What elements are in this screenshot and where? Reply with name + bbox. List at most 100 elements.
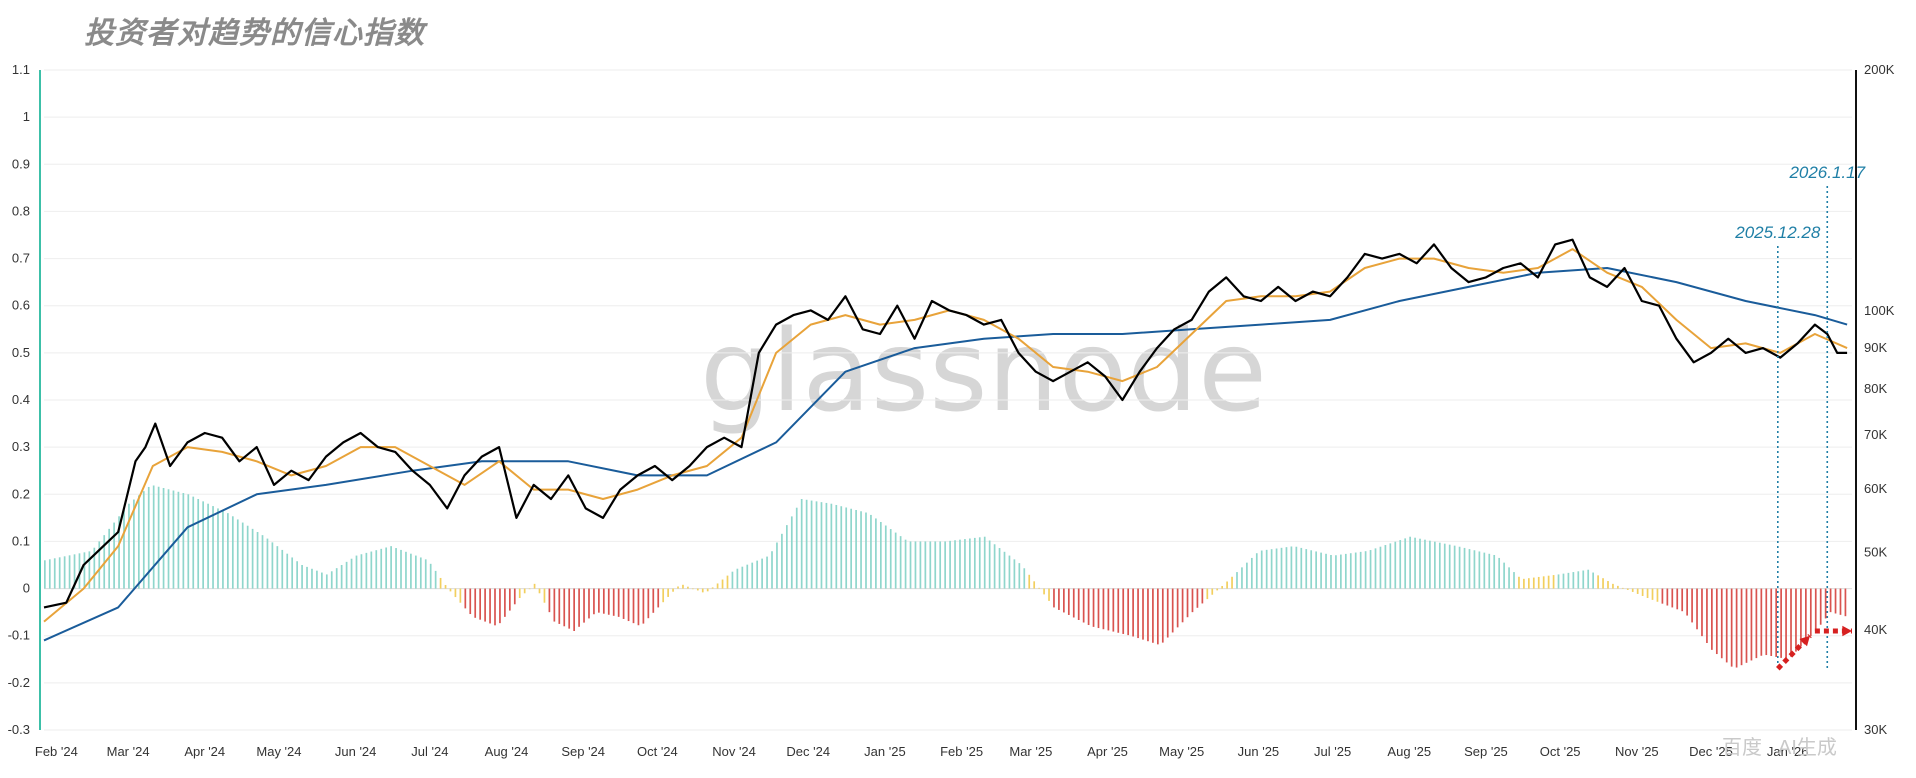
histogram-bar xyxy=(405,551,407,589)
histogram-bar xyxy=(271,542,274,589)
histogram-bar xyxy=(350,558,353,589)
x-tick-label: Jul '24 xyxy=(411,744,448,759)
histogram-bar xyxy=(1819,588,1822,625)
histogram-bar xyxy=(978,537,981,589)
histogram-bar xyxy=(147,486,150,589)
histogram-bar xyxy=(385,547,388,589)
histogram-bar xyxy=(489,588,491,624)
histogram-bar xyxy=(899,536,902,589)
histogram-bar xyxy=(815,501,818,589)
histogram-bar xyxy=(726,575,729,589)
histogram-bar xyxy=(1805,588,1807,642)
histogram-bar xyxy=(785,525,788,589)
histogram-bars xyxy=(44,485,1847,668)
histogram-bar xyxy=(1221,586,1224,589)
y-left-tick-label: 0.9 xyxy=(12,156,30,171)
histogram-bar xyxy=(1280,547,1283,589)
histogram-bar xyxy=(375,550,378,589)
histogram-bar xyxy=(1379,546,1382,589)
histogram-bar xyxy=(662,588,665,603)
histogram-bar xyxy=(1800,588,1802,647)
histogram-bar xyxy=(345,561,348,589)
histogram-bar xyxy=(187,494,190,589)
y-left-tick-label: -0.1 xyxy=(8,628,30,643)
trend-arrow-head xyxy=(1842,625,1852,637)
histogram-bar xyxy=(1285,547,1288,589)
histogram-bar xyxy=(419,557,422,589)
histogram-bar xyxy=(330,571,333,589)
histogram-bar xyxy=(1483,552,1486,589)
histogram-bar xyxy=(192,496,195,589)
histogram-bar xyxy=(1735,588,1738,668)
histogram-bar xyxy=(1651,588,1654,600)
histogram-bar xyxy=(1829,588,1832,613)
histogram-bar xyxy=(429,563,432,589)
histogram-bar xyxy=(1473,550,1476,589)
histogram-bar xyxy=(860,511,862,589)
chart-title: 投资者对趋势的信心指数 xyxy=(84,17,425,50)
histogram-bar xyxy=(973,537,976,589)
histogram-bar xyxy=(1201,588,1204,604)
histogram-bar xyxy=(1236,572,1238,589)
histogram-bar xyxy=(959,539,961,589)
histogram-bar xyxy=(939,541,942,589)
histogram-bar xyxy=(692,588,694,590)
histogram-bar xyxy=(1191,588,1194,613)
histogram-bar xyxy=(474,588,477,618)
histogram-bar xyxy=(1310,550,1313,589)
histogram-bar xyxy=(1003,551,1006,589)
corner-mark-left: 百度 xyxy=(1722,736,1762,759)
histogram-bar xyxy=(1617,585,1619,589)
histogram-bar xyxy=(53,558,56,589)
y-right-tick-label: 30K xyxy=(1864,722,1887,737)
histogram-bar xyxy=(1231,576,1233,589)
histogram-bar xyxy=(805,499,808,589)
histogram-bar xyxy=(1389,543,1392,589)
histogram-bar xyxy=(776,542,778,589)
histogram-bar xyxy=(414,555,417,589)
histogram-bar xyxy=(944,541,946,589)
histogram-bar xyxy=(1607,581,1609,589)
histogram-bar xyxy=(499,588,501,624)
histogram-bar xyxy=(202,501,204,589)
watermark-text: glassnode xyxy=(700,307,1267,437)
histogram-bar xyxy=(716,583,719,589)
x-tick-label: Jun '25 xyxy=(1238,744,1280,759)
x-tick-label: Jun '24 xyxy=(335,744,377,759)
histogram-bar xyxy=(1211,588,1214,595)
x-tick-label: Nov '24 xyxy=(712,744,756,759)
histogram-bar xyxy=(672,588,674,592)
x-tick-label: Mar '25 xyxy=(1009,744,1052,759)
histogram-bar xyxy=(1646,588,1649,598)
histogram-bar xyxy=(573,588,575,631)
histogram-bar xyxy=(459,588,462,603)
y-left-tick-label: 0.3 xyxy=(12,439,30,454)
histogram-bar xyxy=(602,588,605,614)
histogram-bar xyxy=(251,528,254,589)
histogram-bar xyxy=(1038,587,1040,589)
histogram-bar xyxy=(73,554,76,589)
histogram-bar xyxy=(993,544,996,589)
histogram-bar xyxy=(508,588,511,611)
histogram-bar xyxy=(1290,546,1293,589)
histogram-bar xyxy=(410,553,412,589)
histogram-bar xyxy=(568,588,571,629)
histogram-bar xyxy=(1122,588,1125,634)
histogram-bar xyxy=(1676,588,1679,610)
histogram-bar xyxy=(1567,572,1570,589)
histogram-bar xyxy=(1147,588,1149,642)
histogram-bar xyxy=(1429,540,1431,589)
histogram-bar xyxy=(1305,549,1308,589)
histogram-bar xyxy=(1508,567,1510,589)
histogram-bar xyxy=(929,541,932,589)
histogram-bar xyxy=(123,510,125,589)
histogram-bar xyxy=(449,588,452,592)
y-right-tick-label: 80K xyxy=(1864,381,1887,396)
histogram-bar xyxy=(1681,588,1684,612)
histogram-bar xyxy=(88,551,91,589)
histogram-bar xyxy=(355,555,358,589)
histogram-bar xyxy=(400,549,402,589)
histogram-bar xyxy=(78,553,81,589)
histogram-bar xyxy=(1488,553,1491,589)
histogram-bar xyxy=(1058,588,1060,610)
